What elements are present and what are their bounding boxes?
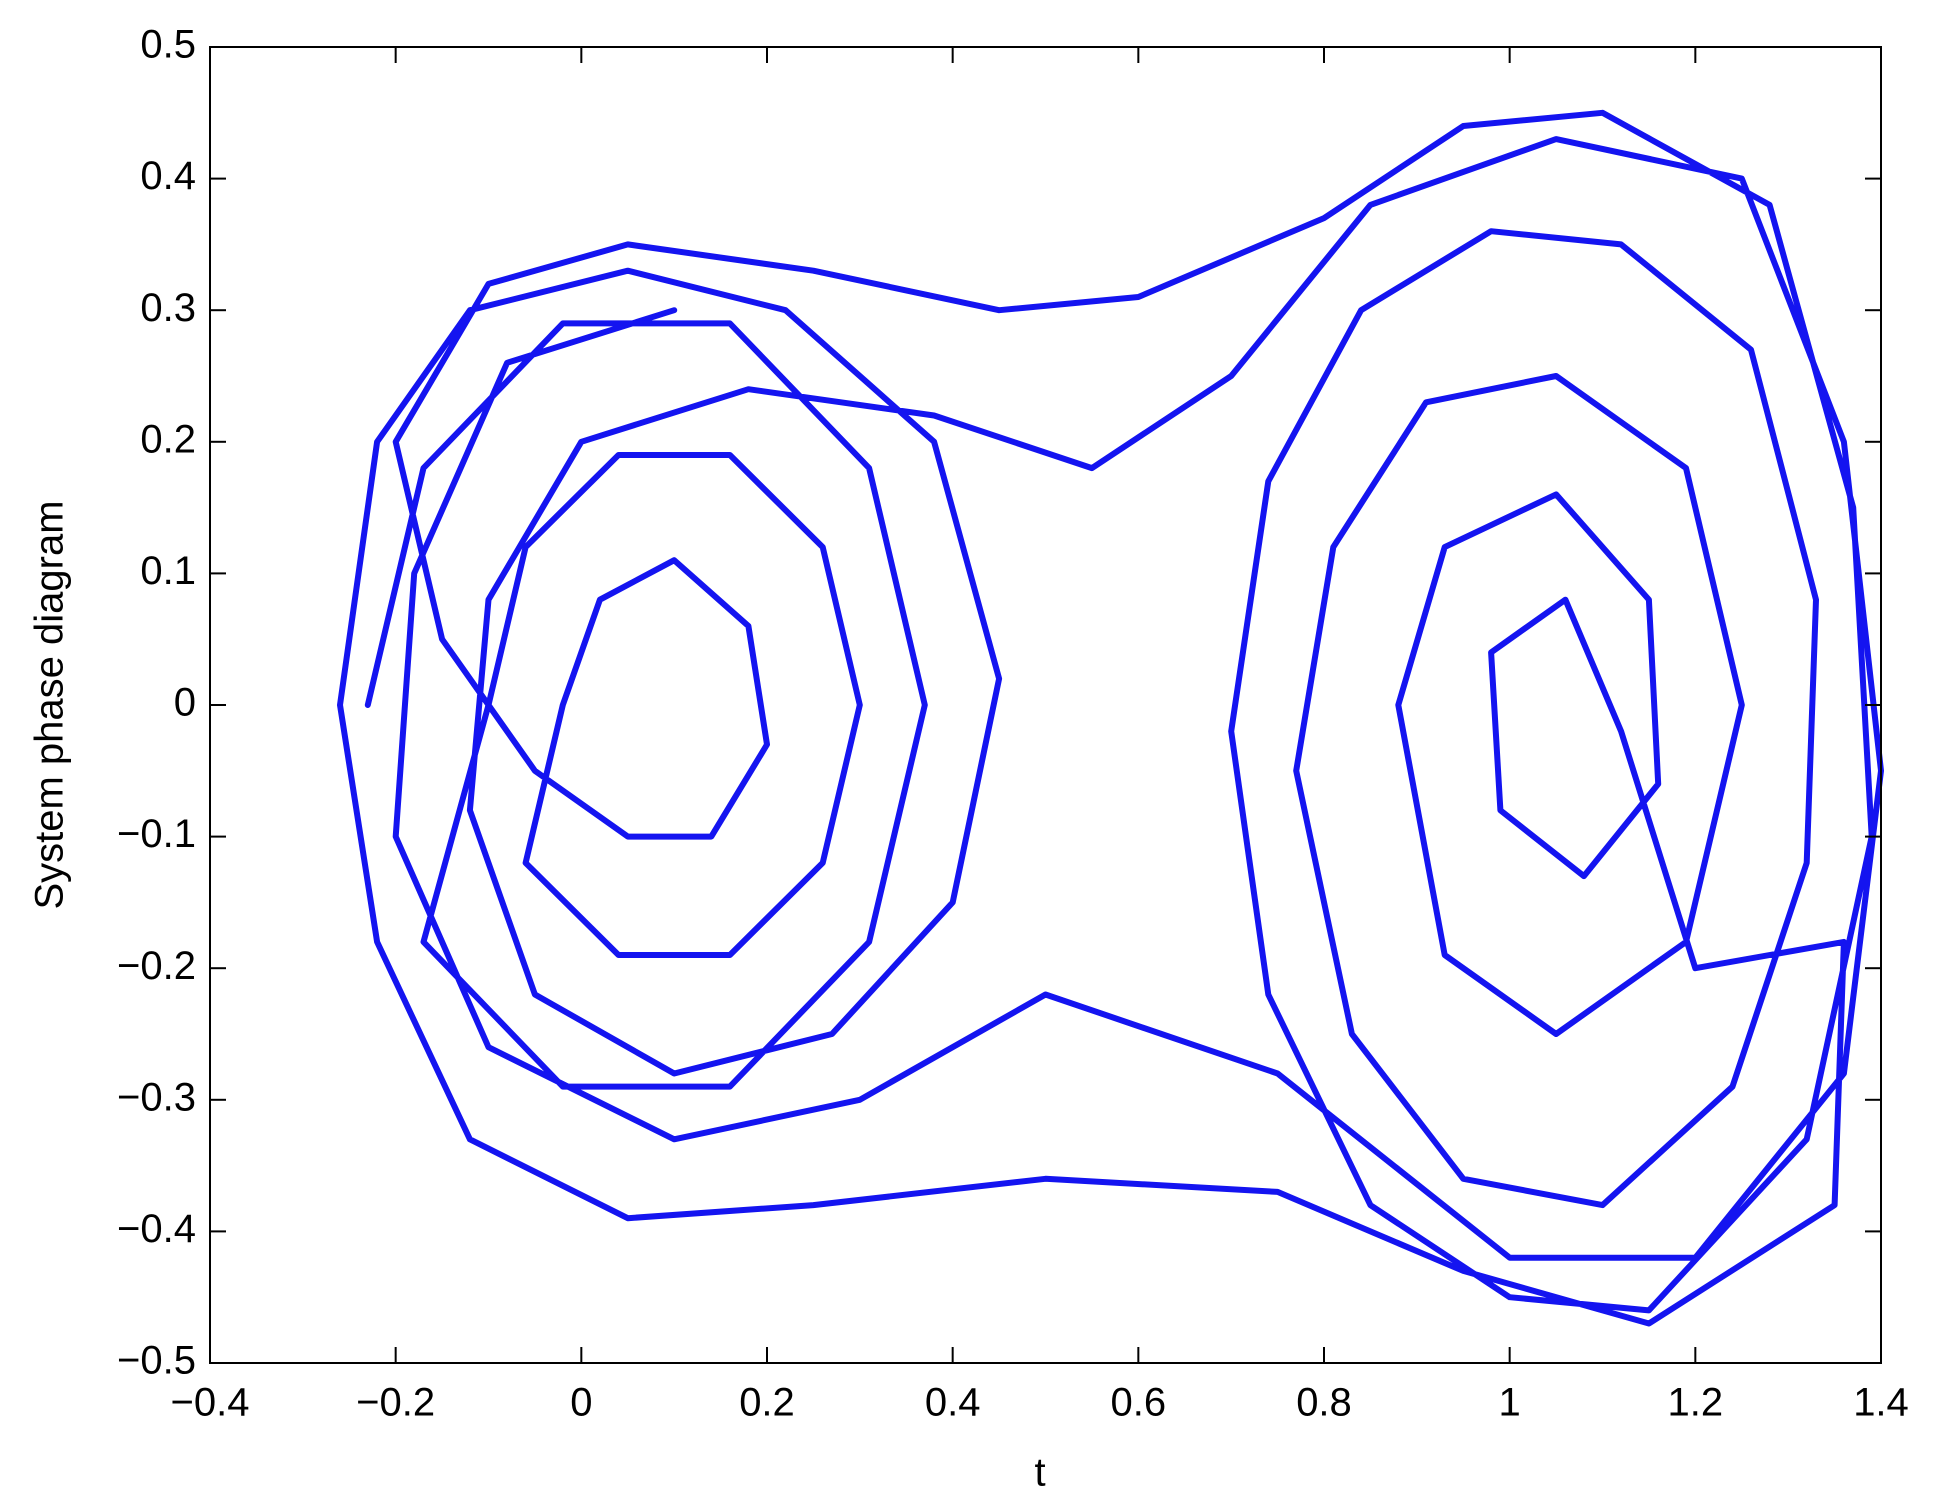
x-tick-label: 0.6 (1111, 1381, 1167, 1425)
y-axis-label: System phase diagram (28, 500, 72, 909)
y-tick-label: 0 (174, 681, 196, 725)
y-tick-label: 0.5 (140, 23, 196, 67)
x-tick-label: −0.2 (356, 1381, 435, 1425)
y-tick-label: −0.2 (117, 944, 196, 988)
y-tick-label: −0.4 (117, 1207, 196, 1251)
y-tick-label: −0.1 (117, 812, 196, 856)
x-tick-label: 0.4 (925, 1381, 981, 1425)
y-tick-label: −0.3 (117, 1075, 196, 1119)
x-tick-label: 0 (570, 1381, 592, 1425)
x-tick-label: 1 (1499, 1381, 1521, 1425)
data-line (337, 109, 1884, 1327)
x-tick-label: 0.2 (739, 1381, 795, 1425)
x-tick-label: 0.8 (1296, 1381, 1352, 1425)
x-tick-label: −0.4 (171, 1381, 250, 1425)
y-tick-label: 0.2 (140, 417, 196, 461)
y-tick-label: 0.4 (140, 154, 196, 198)
x-axis-label: t (1034, 1451, 1045, 1495)
x-tick-label: 1.2 (1668, 1381, 1724, 1425)
y-tick-label: 0.3 (140, 286, 196, 330)
y-tick-label: −0.5 (117, 1339, 196, 1383)
x-tick-label: 1.4 (1853, 1381, 1909, 1425)
y-tick-label: 0.1 (140, 549, 196, 593)
plot-area (337, 109, 1884, 1327)
